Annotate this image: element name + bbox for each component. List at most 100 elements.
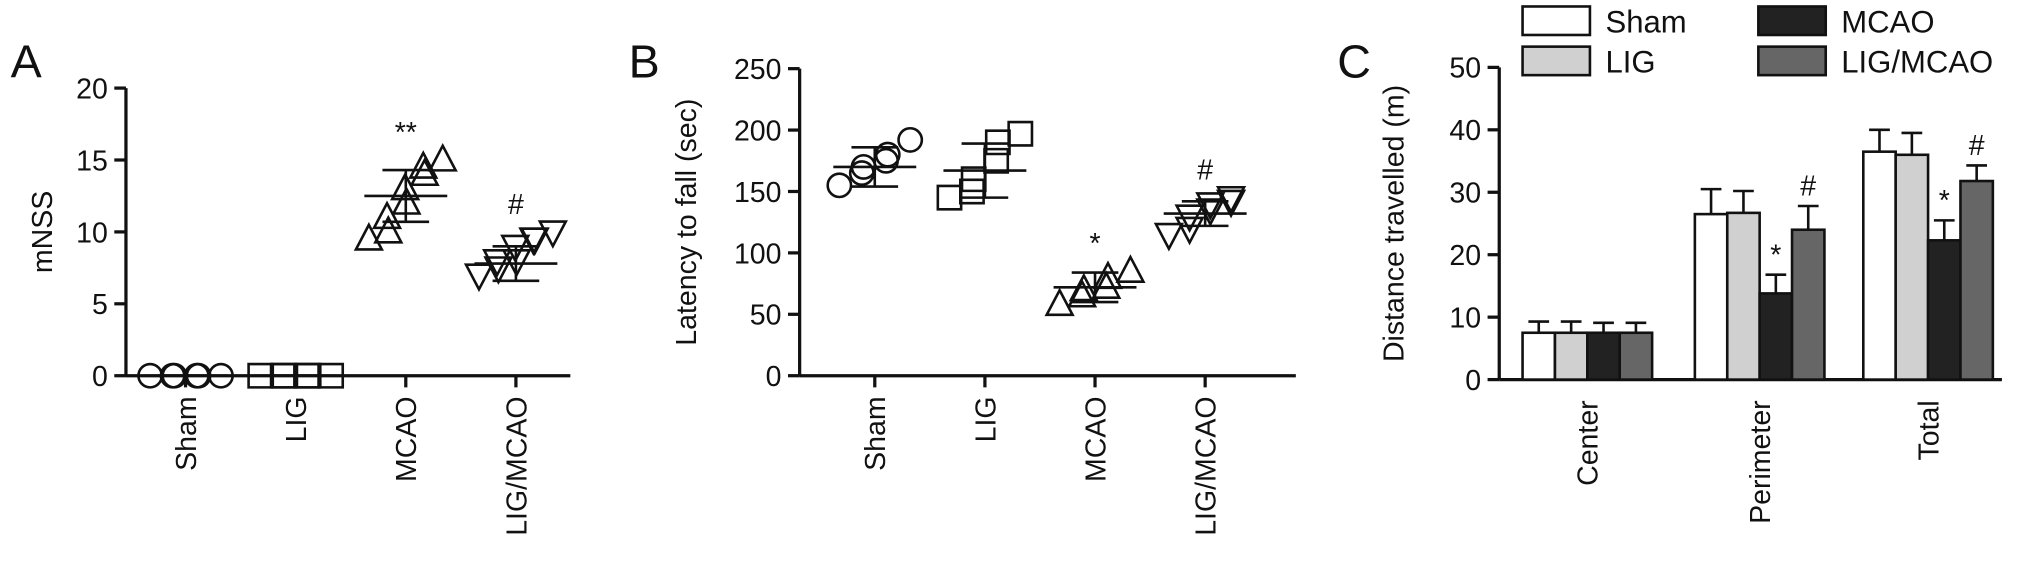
legend-label: LIG/MCAO <box>1841 45 1993 80</box>
data-point <box>1044 287 1075 317</box>
annotation: # <box>1800 171 1816 203</box>
y-axis-label: mNSS <box>27 191 59 273</box>
error-bar <box>1765 273 1787 294</box>
x-tick-label: Sham <box>860 396 892 470</box>
y-tick-label: 0 <box>1465 365 1481 397</box>
sd-whisker <box>851 145 899 188</box>
data-point <box>1215 189 1247 219</box>
error-bar <box>1700 187 1722 215</box>
data-point <box>1091 270 1122 299</box>
data-point <box>409 157 440 187</box>
bar <box>1861 150 1897 381</box>
data-point <box>983 147 1010 174</box>
sd-whisker <box>382 168 430 224</box>
y-tick-label: 100 <box>734 238 782 270</box>
y-tick-label: 200 <box>734 115 782 147</box>
error-bar <box>1869 128 1890 152</box>
sd-whisker <box>961 142 1009 199</box>
legend-label: Sham <box>1605 4 1686 39</box>
x-tick-label: LIG <box>970 396 1002 442</box>
error-bar <box>1625 321 1647 333</box>
y-tick-label: 10 <box>76 217 108 249</box>
data-point <box>1153 222 1184 252</box>
bar <box>1618 331 1654 381</box>
sd-whisker <box>1181 200 1229 228</box>
x-tick-label: LIG/MCAO <box>501 396 533 535</box>
annotation: * <box>1939 185 1950 217</box>
y-tick-label: 50 <box>1449 53 1481 85</box>
y-tick-label: 50 <box>750 300 782 332</box>
x-tick-label: Sham <box>171 396 203 470</box>
error-bar <box>1528 320 1550 333</box>
y-tick-label: 30 <box>1449 178 1481 210</box>
data-point <box>1007 120 1034 147</box>
data-point <box>1215 185 1247 215</box>
data-point <box>537 220 568 249</box>
legend-swatch <box>1521 5 1592 37</box>
legend-swatch <box>1757 45 1828 77</box>
panel-label: B <box>629 36 660 88</box>
panel-label: A <box>11 36 42 88</box>
x-tick-label: Total <box>1913 400 1945 460</box>
x-tick-label: MCAO <box>1080 396 1112 481</box>
data-point <box>518 227 549 257</box>
annotation: # <box>1197 154 1213 186</box>
legend-swatch <box>1757 5 1828 37</box>
annotation: ** <box>395 117 417 149</box>
bar <box>1926 239 1962 381</box>
x-tick-label: LIG/MCAO <box>1191 396 1223 535</box>
data-point <box>408 150 439 179</box>
x-tick-label: Perimeter <box>1745 400 1777 524</box>
data-point <box>318 362 345 389</box>
data-point <box>1066 278 1098 308</box>
legend-label: LIG <box>1605 45 1655 80</box>
legend-swatch <box>1521 45 1592 77</box>
annotation: * <box>1770 239 1781 271</box>
data-point <box>427 142 458 172</box>
annotation: * <box>1089 228 1100 260</box>
y-tick-label: 15 <box>76 145 108 177</box>
error-bar <box>1933 219 1955 241</box>
error-bar <box>1560 320 1582 333</box>
data-point <box>1115 254 1146 283</box>
error-bar <box>1966 164 1988 182</box>
error-bar <box>1733 189 1754 213</box>
error-bar <box>1901 131 1923 155</box>
y-tick-label: 250 <box>734 54 782 86</box>
y-tick-label: 10 <box>1449 303 1481 335</box>
bar <box>1758 292 1794 381</box>
data-point <box>500 234 531 264</box>
data-point <box>483 256 514 285</box>
y-tick-label: 150 <box>734 177 782 209</box>
y-axis-label: Distance travelled (m) <box>1378 85 1410 362</box>
bar <box>1521 331 1557 381</box>
annotation: # <box>508 189 524 221</box>
y-tick-label: 20 <box>1449 240 1481 272</box>
annotation: # <box>1969 130 1985 162</box>
bar <box>1790 228 1826 381</box>
data-point <box>826 172 853 199</box>
y-tick-label: 40 <box>1449 115 1481 147</box>
data-point <box>897 126 924 153</box>
error-bar <box>1593 321 1614 333</box>
data-point <box>936 184 963 211</box>
data-point <box>1174 204 1205 234</box>
x-tick-label: Center <box>1573 400 1605 486</box>
sd-whisker <box>492 244 540 283</box>
data-point <box>353 222 384 251</box>
data-point <box>463 263 495 293</box>
error-bar <box>1797 204 1819 230</box>
x-tick-label: LIG <box>281 396 313 442</box>
x-tick-label: MCAO <box>391 396 423 481</box>
sd-whisker <box>1071 271 1119 304</box>
bar <box>1959 179 1995 381</box>
bar <box>1553 331 1589 381</box>
panel-label: C <box>1337 36 1371 88</box>
y-axis-label: Latency to fall (sec) <box>671 99 703 346</box>
y-tick-label: 0 <box>92 361 108 393</box>
bar <box>1693 212 1729 381</box>
data-point <box>958 178 985 205</box>
data-point <box>373 214 404 244</box>
bar <box>1894 153 1930 381</box>
